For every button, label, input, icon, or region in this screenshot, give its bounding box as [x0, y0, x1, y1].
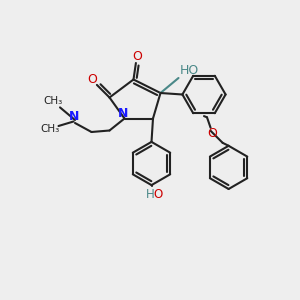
- Text: O: O: [88, 73, 97, 86]
- Text: O: O: [207, 127, 217, 140]
- Text: O: O: [154, 188, 163, 201]
- Text: O: O: [133, 50, 142, 63]
- Text: N: N: [118, 107, 128, 120]
- Text: H: H: [146, 188, 154, 201]
- Text: N: N: [69, 110, 80, 123]
- Text: HO: HO: [180, 64, 199, 77]
- Text: CH₃: CH₃: [43, 96, 62, 106]
- Text: CH₃: CH₃: [40, 124, 60, 134]
